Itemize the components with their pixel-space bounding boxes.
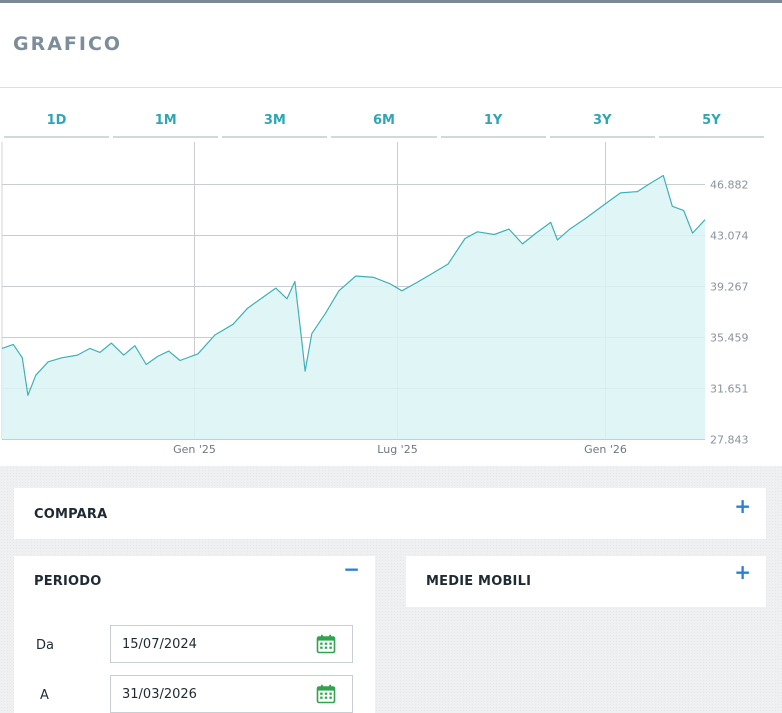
y-tick-label: 31.651 bbox=[710, 383, 749, 396]
period-panel-label: PERIODO bbox=[34, 574, 102, 589]
to-date-value: 31/03/2026 bbox=[122, 687, 197, 702]
y-tick-label: 46.882 bbox=[710, 179, 749, 192]
from-date-label: Da bbox=[36, 638, 54, 653]
title-divider bbox=[0, 87, 782, 88]
from-date-value: 15/07/2024 bbox=[122, 637, 197, 652]
to-date-field[interactable]: 31/03/2026 bbox=[110, 675, 353, 713]
chart-options-area: COMPARA + PERIODO − Da 15/07/2024 A 31/0… bbox=[0, 466, 782, 713]
top-accent-bar bbox=[0, 0, 782, 3]
price-line bbox=[1, 174, 706, 396]
range-tabs: 1D 1M 3M 6M 1Y 3Y 5Y bbox=[2, 110, 766, 138]
x-tick-label: Gen '25 bbox=[173, 443, 216, 456]
tab-range-6m[interactable]: 6M bbox=[331, 110, 437, 138]
tab-range-1d[interactable]: 1D bbox=[4, 110, 110, 138]
compare-panel[interactable]: COMPARA + bbox=[14, 488, 766, 539]
period-panel: PERIODO − Da 15/07/2024 A 31/03/2026 bbox=[14, 556, 375, 713]
y-tick-label: 35.459 bbox=[710, 332, 749, 345]
page-title: GRAFICO bbox=[13, 33, 123, 55]
x-tick-label: Gen '26 bbox=[584, 443, 627, 456]
to-date-label: A bbox=[40, 688, 49, 703]
period-collapse-icon[interactable]: − bbox=[343, 557, 360, 581]
tab-range-1y[interactable]: 1Y bbox=[440, 110, 546, 138]
y-axis-ticks: 27.843 31.651 35.459 39.267 43.074 46.882 bbox=[710, 179, 749, 447]
from-date-field[interactable]: 15/07/2024 bbox=[110, 625, 353, 663]
calendar-icon[interactable] bbox=[316, 684, 336, 704]
moving-averages-expand-icon[interactable]: + bbox=[734, 560, 751, 584]
tab-range-5y[interactable]: 5Y bbox=[658, 110, 764, 138]
compare-panel-label: COMPARA bbox=[34, 507, 108, 522]
tab-range-3y[interactable]: 3Y bbox=[549, 110, 655, 138]
y-tick-label: 43.074 bbox=[710, 230, 749, 243]
x-tick-label: Lug '25 bbox=[377, 443, 417, 456]
price-area-fill bbox=[2, 175, 705, 439]
x-axis-ticks: Gen '25 Lug '25 Gen '26 bbox=[173, 443, 627, 456]
tab-range-1m[interactable]: 1M bbox=[113, 110, 219, 138]
price-chart[interactable]: 27.843 31.651 35.459 39.267 43.074 46.882 Gen… bbox=[0, 140, 782, 466]
moving-averages-panel[interactable]: MEDIE MOBILI + bbox=[406, 556, 766, 607]
y-tick-label: 27.843 bbox=[710, 434, 749, 447]
moving-averages-label: MEDIE MOBILI bbox=[426, 574, 532, 589]
y-tick-label: 39.267 bbox=[710, 281, 749, 294]
compare-expand-icon[interactable]: + bbox=[734, 494, 751, 518]
tab-range-3m[interactable]: 3M bbox=[222, 110, 328, 138]
calendar-icon[interactable] bbox=[316, 634, 336, 654]
